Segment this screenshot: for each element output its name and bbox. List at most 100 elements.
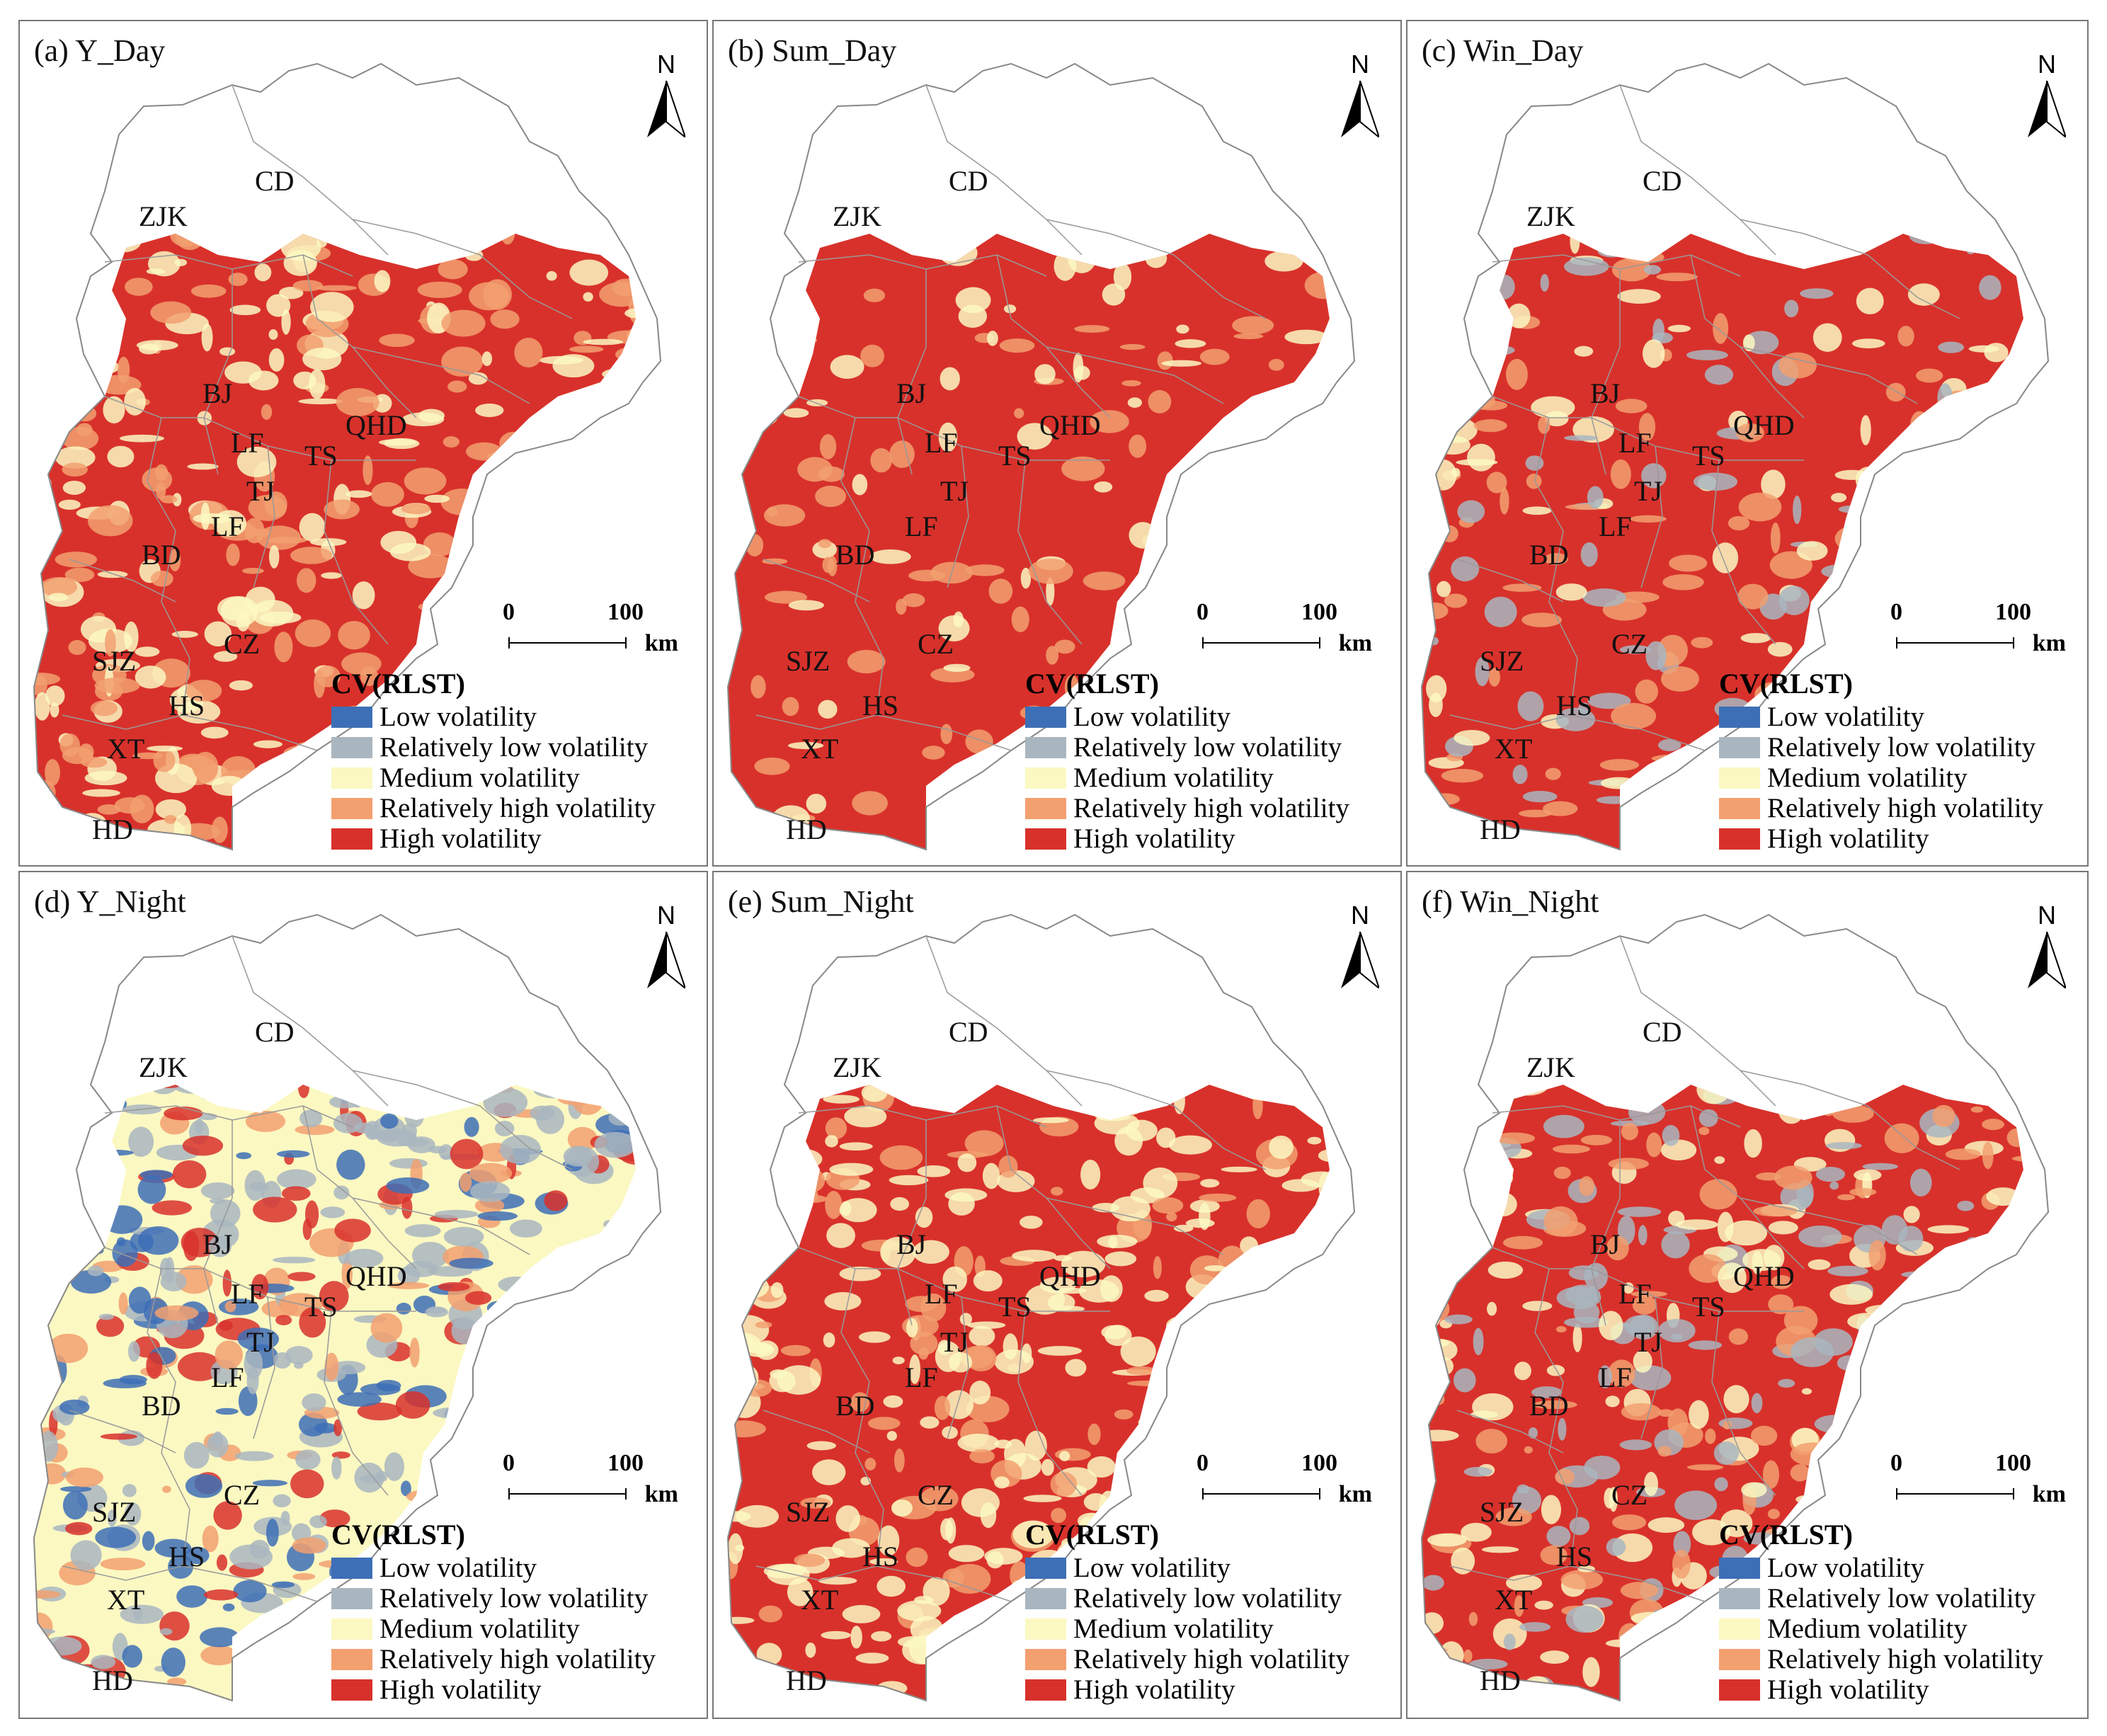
city-boundary: [897, 1120, 927, 1326]
legend-item: Relatively high volatility: [1719, 793, 2043, 823]
region-boundary: [33, 62, 662, 851]
city-label: TJ: [940, 475, 969, 507]
scale-bar: 0 100 km: [1890, 1450, 2066, 1507]
scale-start: 0: [503, 1450, 515, 1476]
legend-swatch: [331, 706, 372, 728]
legend-swatch: [331, 797, 372, 819]
region-boundary: [1420, 62, 2050, 851]
city-label: QHD: [1039, 409, 1101, 441]
legend: CV(RLST) Low volatility Relatively low vol…: [331, 667, 656, 854]
city-label: BJ: [202, 377, 233, 409]
city-boundary: [1017, 1310, 1083, 1496]
legend-swatch: [1719, 1587, 1760, 1609]
legend-item: Relatively high volatility: [1025, 1644, 1349, 1674]
legend-label: Low volatility: [379, 702, 537, 732]
city-label: TJ: [940, 1326, 969, 1358]
legend-item: Low volatility: [331, 1553, 656, 1583]
city-label: ZJK: [139, 200, 188, 232]
legend-swatch: [1719, 1679, 1760, 1701]
map-panel-e: (e) Sum_Night N CD ZJK BJ QHD LF TS TJ LF BD SJZ CZ H…: [712, 871, 1402, 1719]
legend-swatch: [1025, 1557, 1066, 1579]
panel-title: (f) Win_Night: [1422, 884, 1599, 919]
legend-label: Medium volatility: [379, 1614, 580, 1644]
city-label: BJ: [896, 377, 927, 409]
city-label: SJZ: [92, 1496, 137, 1528]
city-label: HS: [169, 690, 205, 721]
region-boundary: [1420, 913, 2050, 1702]
legend-item: High volatility: [1719, 823, 2043, 854]
legend-label: Relatively high volatility: [1073, 1644, 1349, 1674]
legend-swatch: [331, 736, 372, 758]
city-label: ZJK: [139, 1051, 188, 1083]
legend-item: High volatility: [331, 823, 656, 854]
legend-label: Relatively high volatility: [379, 793, 656, 823]
legend: CV(RLST) Low volatility Relatively low vol…: [1719, 667, 2043, 854]
legend-swatch: [1719, 797, 1760, 819]
city-label: LF: [905, 1361, 938, 1393]
city-label: LF: [211, 510, 244, 542]
city-label: HD: [786, 813, 827, 845]
legend-swatch: [1025, 767, 1066, 789]
city-boundary: [253, 1296, 275, 1439]
city-label: CD: [255, 165, 295, 197]
map-e: [726, 913, 1356, 1702]
legend-swatch: [331, 828, 372, 850]
city-boundary: [1591, 269, 1621, 475]
north-label: N: [2038, 901, 2056, 930]
legend: CV(RLST) Low volatility Relatively low vol…: [1025, 1518, 1349, 1705]
city-label: HS: [862, 690, 899, 721]
city-label: QHD: [1733, 1260, 1795, 1292]
city-label: TJ: [1634, 475, 1662, 507]
city-label: CZ: [918, 1479, 954, 1511]
city-label: SJZ: [1480, 645, 1524, 677]
city-label: TS: [1692, 440, 1725, 472]
city-boundary: [1492, 396, 1804, 461]
city-boundary: [1046, 1070, 1267, 1170]
legend-label: Medium volatility: [1073, 763, 1274, 793]
legend-label: Relatively high volatility: [1073, 793, 1349, 823]
city-label: HD: [1480, 813, 1521, 845]
legend-item: High volatility: [1719, 1674, 2043, 1705]
map-a: [33, 62, 662, 851]
legend-swatch: [1025, 1618, 1066, 1640]
city-label: BJ: [202, 1228, 233, 1260]
panel-title: (c) Win_Day: [1422, 33, 1584, 68]
city-label: LF: [1618, 1278, 1652, 1310]
city-label: HD: [92, 1664, 133, 1696]
region-boundary: [33, 913, 662, 1702]
city-boundary: [104, 1247, 416, 1312]
legend-label: High volatility: [379, 823, 542, 854]
city-boundary: [1046, 1197, 1224, 1255]
legend-title: CV(RLST): [1025, 1519, 1159, 1551]
legend-label: Relatively high volatility: [379, 1644, 656, 1674]
scale-start: 0: [1197, 599, 1209, 625]
legend-swatch: [331, 767, 372, 789]
city-label: CD: [255, 1016, 295, 1048]
legend-item: Relatively high volatility: [1719, 1644, 2043, 1674]
city-boundary: [1619, 935, 1776, 1107]
legend-label: Medium volatility: [1767, 1614, 1968, 1644]
legend-label: High volatility: [1767, 1674, 1929, 1705]
city-boundary: [798, 396, 1110, 461]
city-label: QHD: [346, 409, 407, 441]
city-label: TS: [998, 1291, 1032, 1323]
city-boundary: [1740, 1197, 1918, 1255]
scale-unit: km: [1338, 1481, 1372, 1507]
scale-bar: 0 100 km: [1197, 599, 1372, 656]
legend-item: Relatively low volatility: [331, 732, 656, 763]
city-label: SJZ: [92, 645, 137, 677]
city-label: QHD: [346, 1260, 407, 1292]
legend-swatch: [331, 1618, 372, 1640]
legend-label: Relatively high volatility: [1767, 793, 2043, 823]
legend: CV(RLST) Low volatility Relatively low vol…: [1719, 1518, 2043, 1705]
city-label: ZJK: [833, 1051, 881, 1083]
city-label: TJ: [246, 475, 275, 507]
city-label: SJZ: [1480, 1496, 1524, 1528]
city-label: HD: [1480, 1664, 1521, 1696]
city-label: XT: [801, 1584, 839, 1616]
legend-item: Medium volatility: [331, 763, 656, 793]
city-label: SJZ: [786, 645, 830, 677]
scale-bar: 0 100 km: [1890, 599, 2066, 656]
city-label: BJ: [896, 1228, 927, 1260]
legend-swatch: [331, 1587, 372, 1609]
